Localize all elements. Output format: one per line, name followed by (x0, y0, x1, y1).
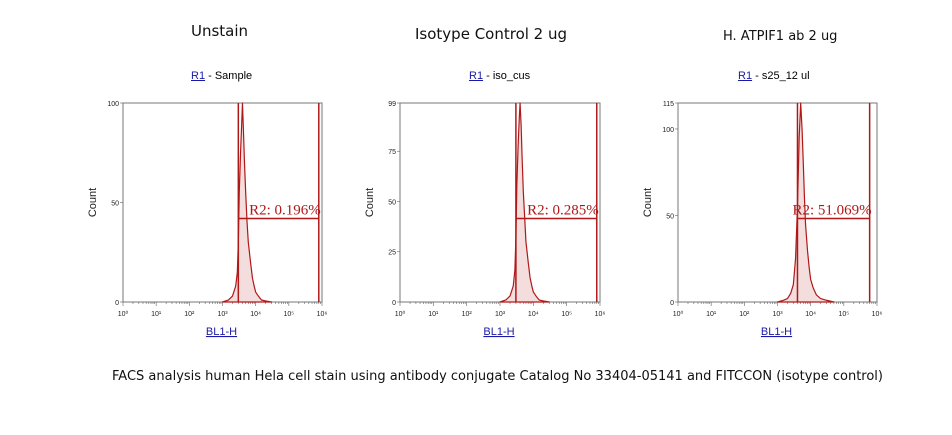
x-tick-label: 10¹ (151, 311, 162, 318)
y-tick-label: 0 (392, 300, 396, 307)
histogram-series (776, 102, 835, 303)
panel-title-unstain: Unstain (191, 22, 249, 40)
y-tick-label: 0 (670, 300, 674, 307)
x-tick-label: 10⁵ (561, 311, 572, 318)
histogram-series (221, 102, 273, 303)
x-tick-label: 10⁴ (528, 311, 539, 318)
region-link-r1[interactable]: R1 (738, 70, 753, 82)
y-axis-label: Count (642, 188, 654, 217)
x-tick-label: 10³ (495, 311, 506, 318)
x-tick-label: 10² (462, 311, 473, 318)
y-tick-label: 115 (663, 101, 674, 108)
x-tick-label: 10⁰ (118, 310, 129, 318)
x-tick-label: 10¹ (706, 311, 717, 318)
x-tick-label: 10⁰ (673, 310, 684, 318)
x-tick-label: 10⁰ (395, 310, 406, 318)
y-tick-label: 0 (115, 300, 119, 307)
x-tick-label: 10⁴ (805, 311, 816, 318)
x-tick-label: 10⁴ (250, 311, 261, 318)
x-axis-label[interactable]: BL1-H (206, 326, 237, 338)
x-tick-label: 10¹ (428, 311, 439, 318)
x-axis-label[interactable]: BL1-H (761, 326, 792, 338)
y-tick-label: 25 (388, 250, 396, 257)
x-tick-label: 10³ (217, 311, 228, 318)
y-tick-label: 50 (388, 199, 396, 206)
x-axis-label[interactable]: BL1-H (483, 326, 514, 338)
x-tick-label: 10⁶ (872, 311, 883, 318)
region-label: R1 - Sample (191, 70, 252, 82)
x-tick-label: 10² (184, 311, 195, 318)
x-tick-label: 10³ (772, 311, 783, 318)
y-tick-label: 50 (666, 213, 674, 220)
region-sample-name: - s25_12 ul (752, 70, 810, 82)
histogram-series (499, 102, 550, 303)
y-axis-label: Count (364, 188, 376, 217)
x-tick-label: 10⁶ (595, 311, 606, 318)
region-label: R1 - iso_cus (469, 70, 530, 82)
region-label: R1 - s25_12 ul (738, 70, 810, 82)
figure-caption: FACS analysis human Hela cell stain usin… (112, 369, 883, 384)
gate-label: R2: 0.196% (249, 203, 321, 219)
x-tick-label: 10⁵ (283, 311, 294, 318)
y-tick-label: 99 (388, 101, 396, 108)
y-tick-label: 50 (111, 201, 119, 208)
region-link-r1[interactable]: R1 (469, 70, 484, 82)
x-tick-label: 10⁶ (317, 311, 328, 318)
panel-title-atpif1: H. ATPIF1 ab 2 ug (723, 29, 838, 44)
y-tick-label: 100 (107, 101, 119, 108)
region-sample-name: - iso_cus (483, 70, 531, 82)
region-link-r1[interactable]: R1 (191, 70, 206, 82)
y-axis-label: Count (87, 188, 99, 217)
gate-label: R2: 51.069% (792, 203, 871, 219)
gate-label: R2: 0.285% (527, 203, 599, 219)
x-tick-label: 10² (739, 311, 750, 318)
y-tick-label: 100 (662, 127, 674, 134)
region-sample-name: - Sample (205, 70, 253, 82)
x-tick-label: 10⁵ (838, 311, 849, 318)
y-tick-label: 75 (388, 149, 396, 156)
panel-title-isotype: Isotype Control 2 ug (415, 25, 568, 43)
